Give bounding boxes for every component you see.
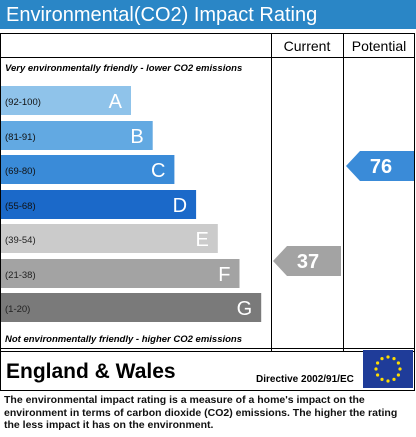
band-letter: E (195, 229, 208, 251)
band-range: (55-68) (5, 201, 36, 212)
band-letter: G (237, 298, 253, 320)
chart: Environmental(CO2) Impact Rating Current… (0, 0, 416, 391)
band-letter: B (130, 126, 143, 148)
band-bar (1, 224, 218, 253)
band-bar (1, 121, 153, 150)
band-letter: F (218, 264, 230, 286)
eu-star (392, 357, 396, 361)
eu-star (386, 355, 390, 359)
band-letter: A (109, 91, 123, 113)
footer-box (0, 348, 415, 391)
band-bar (1, 155, 175, 184)
title-bar (0, 0, 416, 29)
band-bar (1, 259, 240, 288)
band-range: (1-20) (5, 304, 30, 315)
eu-star (376, 361, 380, 365)
top-note: Very environmentally friendly - lower CO… (5, 63, 242, 74)
potential-arrow (346, 151, 414, 181)
band-range: (69-80) (5, 166, 36, 177)
band-letter: D (173, 195, 187, 217)
current-header: Current (284, 38, 331, 54)
band-bar (1, 86, 131, 115)
band-range: (92-100) (5, 97, 41, 108)
eu-star (396, 373, 400, 377)
eu-star (374, 367, 378, 371)
potential-header: Potential (352, 38, 406, 54)
eu-star (376, 373, 380, 377)
description: The environmental impact rating is a mea… (4, 394, 398, 431)
band-range: (81-91) (5, 132, 36, 143)
chart-title: Environmental(CO2) Impact Rating (6, 4, 317, 26)
eu-star (392, 377, 396, 381)
band-bar (1, 190, 197, 219)
region: England & Wales (6, 360, 176, 383)
eu-star (386, 379, 390, 383)
eu-star (398, 367, 402, 371)
band-range: (39-54) (5, 235, 36, 246)
band-bar (1, 293, 262, 322)
eu-star (380, 377, 384, 381)
band-range: (21-38) (5, 270, 36, 281)
current-arrow (273, 246, 341, 276)
directive: Directive 2002/91/EC (256, 374, 354, 385)
eu-stars (374, 355, 402, 383)
table-border (0, 33, 415, 352)
bands: (92-100) A (81-91) B (69-80) C (55-68) D (39-54)… (1, 86, 262, 322)
potential-rating: 76 (370, 156, 392, 178)
eu-star (396, 361, 400, 365)
current-rating: 37 (297, 251, 319, 273)
bottom-note: Not environmentally friendly - higher CO… (5, 334, 242, 345)
eu-star (380, 357, 384, 361)
band-letter: C (151, 160, 165, 182)
